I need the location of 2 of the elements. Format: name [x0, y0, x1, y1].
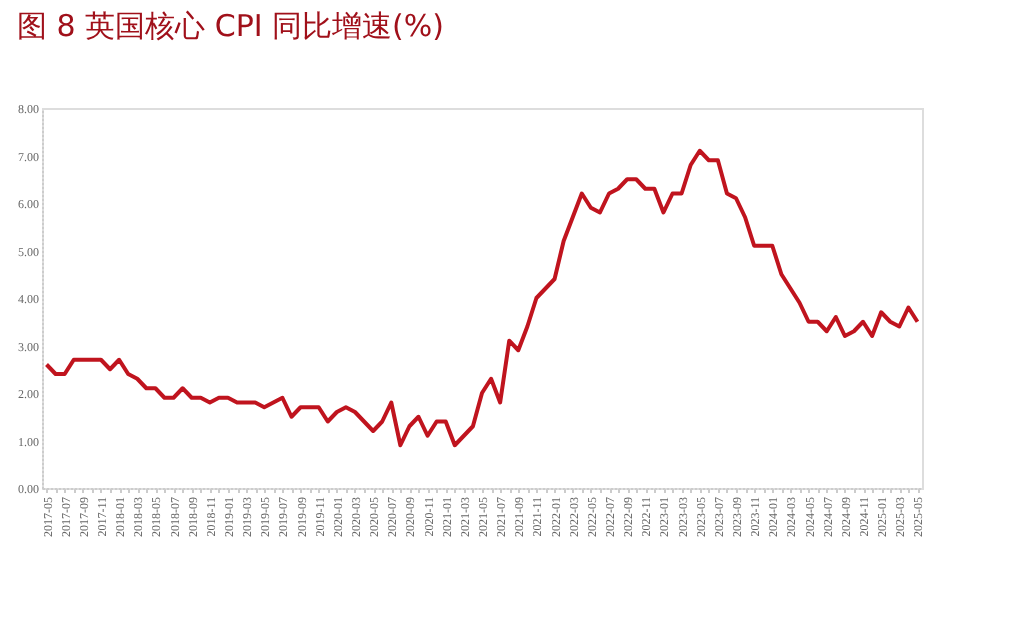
line-series	[44, 148, 920, 448]
chart-title: 图 8 英国核心 CPI 同比增速(%)	[17, 8, 445, 44]
